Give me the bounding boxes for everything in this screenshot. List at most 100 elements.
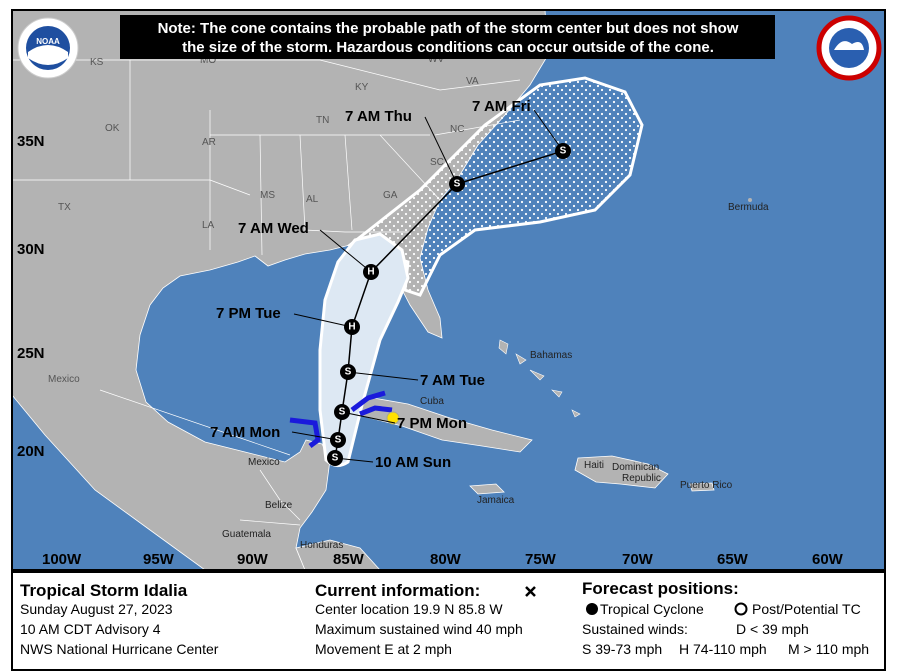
lon-label: 60W bbox=[812, 551, 844, 568]
land-bermuda bbox=[748, 198, 752, 202]
lon-label: 95W bbox=[143, 551, 175, 568]
place: Puerto Rico bbox=[680, 480, 733, 491]
place: Mexico bbox=[48, 374, 80, 385]
place: Haiti bbox=[584, 460, 604, 471]
legend-text: D < 39 mph bbox=[736, 621, 809, 637]
ts-warning-west bbox=[289, 417, 321, 448]
land-puerto-rico bbox=[689, 482, 715, 492]
legend-post-symbol bbox=[734, 602, 748, 616]
intensity-letter: S bbox=[335, 435, 342, 446]
intensity-letter: H bbox=[348, 322, 355, 333]
legend-tc-symbol bbox=[586, 603, 598, 615]
lat-label: 25N bbox=[17, 345, 45, 362]
place: KY bbox=[355, 82, 369, 93]
forecast-point bbox=[363, 264, 379, 280]
land-bahamas bbox=[498, 339, 581, 418]
legend-text: S 39-73 mph bbox=[582, 641, 662, 657]
place: MO bbox=[200, 55, 216, 66]
legend-text: Sustained winds: bbox=[582, 621, 688, 637]
note-line: the size of the storm. Hazardous conditi… bbox=[182, 39, 714, 56]
intensity-letter: S bbox=[345, 367, 352, 378]
place: Bahamas bbox=[530, 350, 572, 361]
forecast-label: 7 AM Wed bbox=[238, 220, 309, 237]
logo-wave bbox=[28, 45, 68, 65]
place: Mexico bbox=[248, 457, 280, 468]
forecast-point bbox=[327, 450, 343, 466]
place: NC bbox=[450, 124, 464, 135]
intensity-letter: S bbox=[560, 146, 567, 157]
lon-label: 65W bbox=[717, 551, 749, 568]
current-position-icon bbox=[386, 411, 400, 425]
place: AL bbox=[306, 194, 319, 205]
map: KS MO KY WV VA OK AR TN NC SC MS AL GA T… bbox=[12, 10, 885, 570]
info-text: NWS National Hurricane Center bbox=[20, 641, 219, 657]
forecast-label: 7 AM Fri bbox=[472, 98, 531, 115]
cone-outline bbox=[349, 76, 644, 296]
lat-label: 35N bbox=[17, 133, 45, 150]
forecast-point bbox=[340, 364, 356, 380]
place: WV bbox=[428, 54, 444, 65]
land-jamaica bbox=[469, 483, 505, 495]
info-text: Center location 19.9 N 85.8 W bbox=[315, 601, 503, 617]
lon-label: 75W bbox=[525, 551, 557, 568]
forecast-point bbox=[330, 432, 346, 448]
info-texts: Tropical Storm Idalia Sunday August 27, … bbox=[20, 579, 869, 657]
forecast-point bbox=[449, 176, 465, 192]
place: Bermuda bbox=[728, 202, 769, 213]
place: MS bbox=[260, 190, 275, 201]
lon-label: 70W bbox=[622, 551, 654, 568]
place: Belize bbox=[265, 500, 293, 511]
place: VA bbox=[466, 76, 479, 87]
place: AR bbox=[202, 137, 216, 148]
place: GA bbox=[383, 190, 398, 201]
storm-title: Tropical Storm Idalia bbox=[20, 581, 188, 600]
forecast-point bbox=[334, 404, 350, 420]
place: LA bbox=[202, 220, 215, 231]
ts-warning-cuba bbox=[350, 390, 393, 417]
forecast-label: 7 AM Mon bbox=[210, 424, 280, 441]
legend-text: Tropical Cyclone bbox=[600, 601, 704, 617]
place: SC bbox=[430, 157, 444, 168]
forecast-label: 10 AM Sun bbox=[375, 454, 451, 471]
forecast-point bbox=[344, 319, 360, 335]
current-heading: Current information: bbox=[315, 581, 480, 600]
intensity-letter: S bbox=[339, 407, 346, 418]
legend-text: H 74-110 mph bbox=[679, 641, 767, 657]
forecast-point bbox=[555, 143, 571, 159]
lon-label: 100W bbox=[42, 551, 82, 568]
place: Dominican bbox=[612, 462, 659, 473]
place: Honduras bbox=[300, 540, 343, 551]
intensity-letter: H bbox=[367, 267, 374, 278]
info-text: Movement E at 2 mph bbox=[315, 641, 452, 657]
noaa-logo: NOAA bbox=[17, 17, 79, 79]
info-text: Maximum sustained wind 40 mph bbox=[315, 621, 523, 637]
lat-label: 20N bbox=[17, 443, 45, 460]
place: OK bbox=[105, 123, 120, 134]
place: TX bbox=[58, 202, 71, 213]
forecast-label: 7 PM Tue bbox=[216, 305, 281, 322]
land-central-america bbox=[295, 539, 381, 570]
state-borders bbox=[12, 59, 521, 526]
intensity-letter: S bbox=[332, 453, 339, 464]
logo-text: NOAA bbox=[36, 37, 60, 46]
lat-labels: 35N 30N 25N 20N bbox=[17, 133, 45, 460]
legend-text: Post/Potential TC bbox=[752, 601, 861, 617]
nws-logo bbox=[816, 15, 882, 81]
note-line: Note: The cone contains the probable pat… bbox=[158, 20, 739, 37]
current-icon bbox=[525, 586, 536, 597]
logo-cloud bbox=[834, 41, 864, 50]
place: Cuba bbox=[420, 396, 444, 407]
forecast-label: 7 PM Mon bbox=[397, 415, 467, 432]
info-panel bbox=[11, 571, 886, 671]
lon-label: 90W bbox=[237, 551, 269, 568]
forecast-points: S S S S H H S S bbox=[327, 143, 571, 466]
place: KS bbox=[90, 57, 104, 68]
lon-label: 80W bbox=[430, 551, 462, 568]
forecast-label: 7 AM Tue bbox=[420, 372, 485, 389]
legend-text: M > 110 mph bbox=[788, 641, 869, 657]
place: Jamaica bbox=[477, 495, 515, 506]
forecast-heading: Forecast positions: bbox=[582, 579, 739, 598]
intensity-letter: S bbox=[454, 179, 461, 190]
